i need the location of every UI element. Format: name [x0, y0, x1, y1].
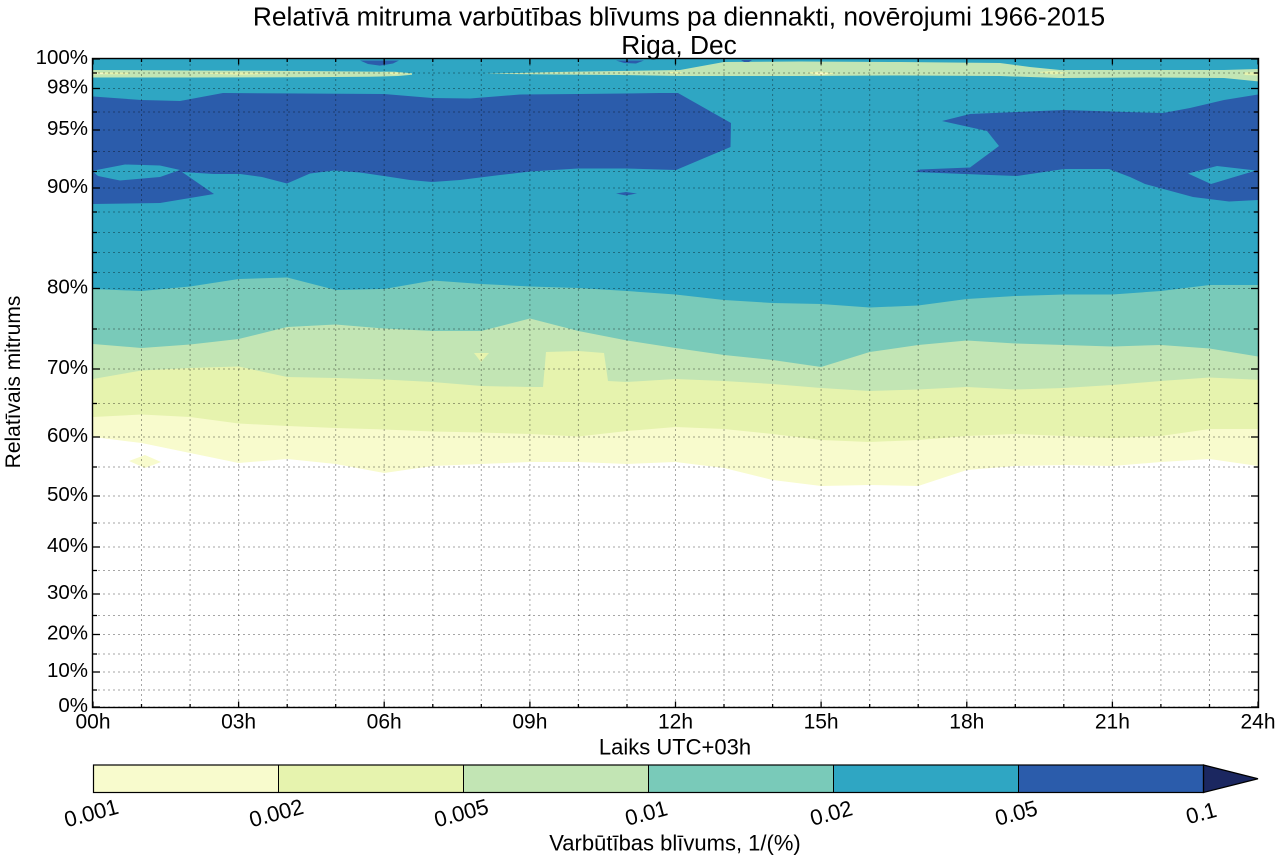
svg-text:00h: 00h [75, 711, 110, 734]
svg-text:03h: 03h [221, 711, 256, 734]
svg-text:12h: 12h [658, 711, 693, 734]
svg-text:Varbūtības blīvums, 1/(%): Varbūtības blīvums, 1/(%) [549, 831, 800, 856]
svg-text:06h: 06h [367, 711, 402, 734]
svg-text:30%: 30% [47, 581, 88, 604]
svg-text:70%: 70% [47, 356, 88, 379]
svg-text:100%: 100% [36, 46, 88, 69]
svg-text:Relatīvais mitrums: Relatīvais mitrums [2, 296, 25, 469]
svg-text:20%: 20% [47, 622, 88, 645]
svg-text:0%: 0% [58, 694, 88, 717]
svg-text:24h: 24h [1240, 711, 1275, 734]
svg-text:90%: 90% [47, 175, 88, 198]
svg-text:Riga, Dec: Riga, Dec [621, 30, 736, 60]
svg-text:50%: 50% [47, 483, 88, 506]
svg-text:Laiks UTC+03h: Laiks UTC+03h [599, 735, 751, 760]
svg-text:10%: 10% [47, 659, 88, 682]
svg-text:21h: 21h [1095, 711, 1130, 734]
svg-text:18h: 18h [949, 711, 984, 734]
svg-text:80%: 80% [47, 276, 88, 299]
svg-text:95%: 95% [47, 117, 88, 140]
svg-text:98%: 98% [47, 76, 88, 99]
svg-text:40%: 40% [47, 534, 88, 557]
svg-text:15h: 15h [804, 711, 839, 734]
svg-text:09h: 09h [512, 711, 547, 734]
svg-text:Relatīvā mitruma varbūtības bl: Relatīvā mitruma varbūtības blīvums pa d… [253, 2, 1105, 32]
svg-text:60%: 60% [47, 424, 88, 447]
